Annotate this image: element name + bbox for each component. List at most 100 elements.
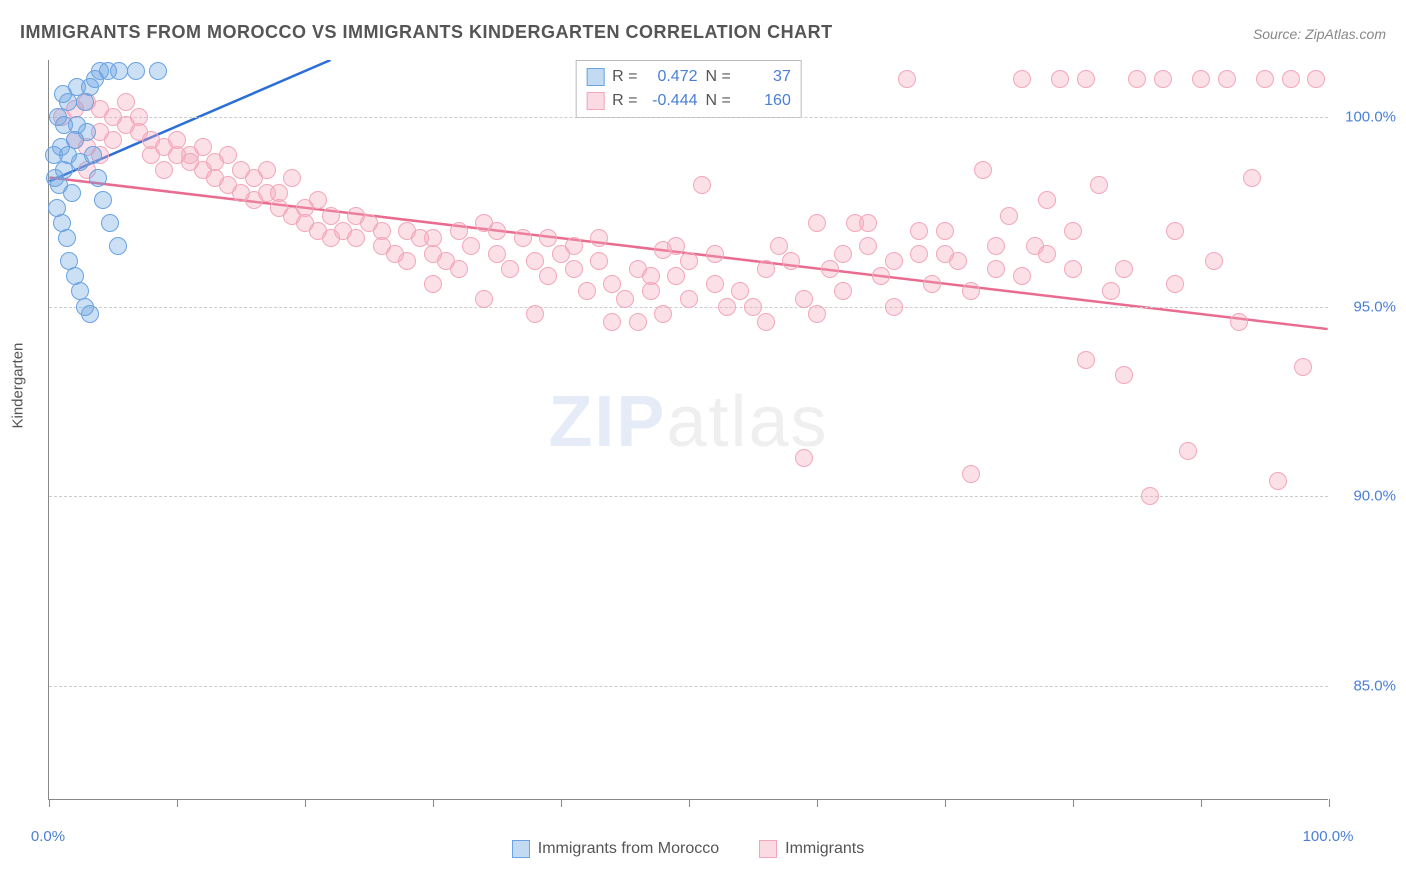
scatter-point [1166, 222, 1184, 240]
scatter-point [782, 252, 800, 270]
scatter-point [117, 93, 135, 111]
scatter-point [283, 169, 301, 187]
scatter-point [603, 275, 621, 293]
xtick [1329, 799, 1330, 807]
scatter-point [59, 93, 77, 111]
scatter-point [962, 282, 980, 300]
scatter-point [514, 229, 532, 247]
xtick [177, 799, 178, 807]
watermark: ZIPatlas [548, 380, 828, 462]
stats-row-immigrants: R = -0.444 N = 160 [586, 89, 791, 113]
scatter-point [872, 267, 890, 285]
ytick-label: 90.0% [1353, 488, 1396, 505]
scatter-point [1038, 191, 1056, 209]
scatter-point [127, 62, 145, 80]
n-value-morocco: 37 [739, 65, 791, 89]
scatter-point [834, 245, 852, 263]
legend-bottom: Immigrants from Morocco Immigrants [48, 840, 1328, 858]
scatter-point [987, 260, 1005, 278]
n-label: N = [706, 89, 731, 113]
r-value-immigrants: -0.444 [646, 89, 698, 113]
scatter-point [539, 267, 557, 285]
scatter-point [488, 222, 506, 240]
scatter-point [68, 78, 86, 96]
scatter-point [565, 237, 583, 255]
scatter-point [898, 70, 916, 88]
scatter-point [1115, 366, 1133, 384]
scatter-point [936, 222, 954, 240]
stats-row-morocco: R = 0.472 N = 37 [586, 65, 791, 89]
scatter-point [642, 267, 660, 285]
scatter-point [923, 275, 941, 293]
scatter-point [885, 298, 903, 316]
gridline-h [49, 686, 1328, 687]
xtick [689, 799, 690, 807]
scatter-point [84, 146, 102, 164]
scatter-point [821, 260, 839, 278]
scatter-point [1269, 472, 1287, 490]
scatter-point [63, 184, 81, 202]
scatter-point [565, 260, 583, 278]
scatter-point [962, 465, 980, 483]
ytick-label: 85.0% [1353, 678, 1396, 695]
scatter-point [94, 191, 112, 209]
scatter-point [1166, 275, 1184, 293]
scatter-point [1294, 358, 1312, 376]
scatter-point [1000, 207, 1018, 225]
scatter-point [706, 245, 724, 263]
scatter-point [1154, 70, 1172, 88]
legend-label-morocco: Immigrants from Morocco [538, 840, 719, 858]
xtick [305, 799, 306, 807]
scatter-point [101, 214, 119, 232]
stats-legend-box: R = 0.472 N = 37 R = -0.444 N = 160 [575, 60, 802, 118]
scatter-plot-area: ZIPatlas R = 0.472 N = 37 R = -0.444 N =… [48, 60, 1328, 800]
scatter-point [45, 146, 63, 164]
scatter-point [974, 161, 992, 179]
scatter-point [245, 191, 263, 209]
scatter-point [795, 449, 813, 467]
scatter-point [501, 260, 519, 278]
scatter-point [1256, 70, 1274, 88]
scatter-point [462, 237, 480, 255]
scatter-point [718, 298, 736, 316]
n-value-immigrants: 160 [739, 89, 791, 113]
scatter-point [526, 252, 544, 270]
source-label: Source: ZipAtlas.com [1253, 26, 1386, 42]
scatter-point [58, 229, 76, 247]
scatter-point [219, 146, 237, 164]
scatter-point [770, 237, 788, 255]
scatter-point [1141, 487, 1159, 505]
scatter-point [539, 229, 557, 247]
scatter-point [706, 275, 724, 293]
scatter-point [270, 184, 288, 202]
scatter-point [1179, 442, 1197, 460]
scatter-point [1077, 351, 1095, 369]
r-label: R = [612, 89, 637, 113]
swatch-pink-icon [586, 92, 604, 110]
xtick [945, 799, 946, 807]
scatter-point [488, 245, 506, 263]
ytick-label: 100.0% [1345, 108, 1396, 125]
scatter-point [808, 305, 826, 323]
scatter-point [1064, 260, 1082, 278]
scatter-point [78, 123, 96, 141]
scatter-point [795, 290, 813, 308]
scatter-point [258, 161, 276, 179]
scatter-point [910, 222, 928, 240]
scatter-point [1282, 70, 1300, 88]
scatter-point [296, 199, 314, 217]
scatter-point [578, 282, 596, 300]
scatter-point [104, 131, 122, 149]
scatter-point [590, 252, 608, 270]
scatter-point [808, 214, 826, 232]
scatter-point [629, 313, 647, 331]
scatter-point [590, 229, 608, 247]
xtick [433, 799, 434, 807]
scatter-point [373, 222, 391, 240]
scatter-point [398, 252, 416, 270]
scatter-point [109, 237, 127, 255]
xtick [49, 799, 50, 807]
legend-label-immigrants: Immigrants [785, 840, 864, 858]
scatter-point [194, 138, 212, 156]
scatter-point [1230, 313, 1248, 331]
